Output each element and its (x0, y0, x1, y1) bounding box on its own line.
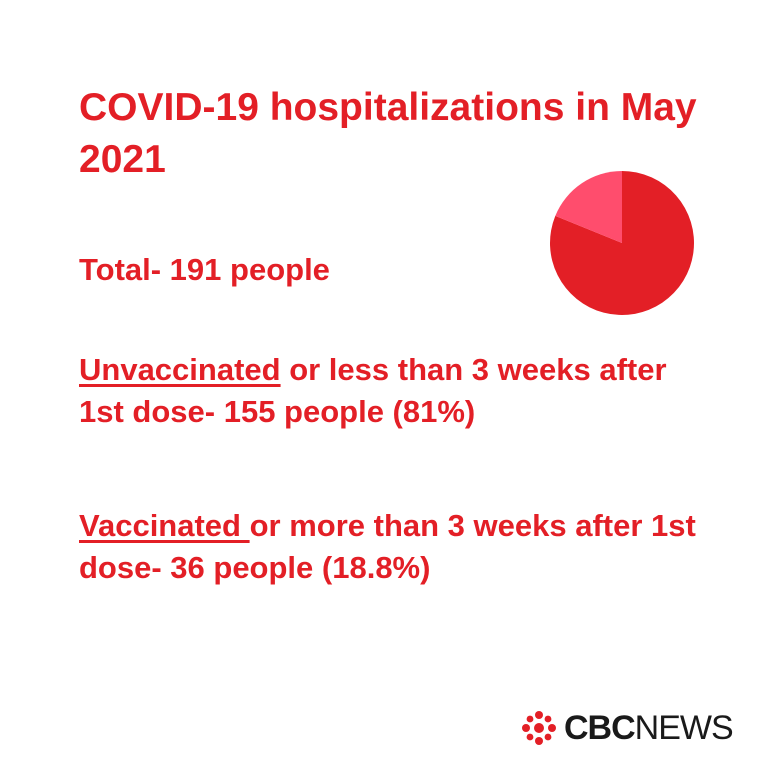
logo-wordmark: CBCNEWS (564, 706, 734, 750)
unvaccinated-label: Unvaccinated (79, 352, 281, 387)
pie-chart (549, 171, 694, 315)
logo-wordmark-bold: CBC (564, 709, 636, 747)
vaccinated-stat: Vaccinated or more than 3 weeks after 1s… (79, 505, 719, 589)
total-count: Total- 191 people (79, 252, 330, 287)
cbc-news-logo: CBCNEWS (522, 706, 734, 750)
unvaccinated-stat: Unvaccinated or less than 3 weeks after … (79, 349, 719, 433)
cbc-gem-icon (522, 711, 556, 745)
vaccinated-detail: or more than 3 weeks after 1st dose- 36 … (79, 508, 696, 585)
logo-wordmark-regular: NEWS (634, 709, 734, 747)
vaccinated-label: Vaccinated (79, 508, 250, 543)
pie-slice-unvaccinated (549, 171, 694, 315)
unvaccinated-detail: or less than 3 weeks after 1st dose- 155… (79, 352, 667, 429)
pie-slice-vaccinated (555, 171, 622, 243)
chart-title: COVID-19 hospitalizations in May 2021 (79, 86, 697, 181)
